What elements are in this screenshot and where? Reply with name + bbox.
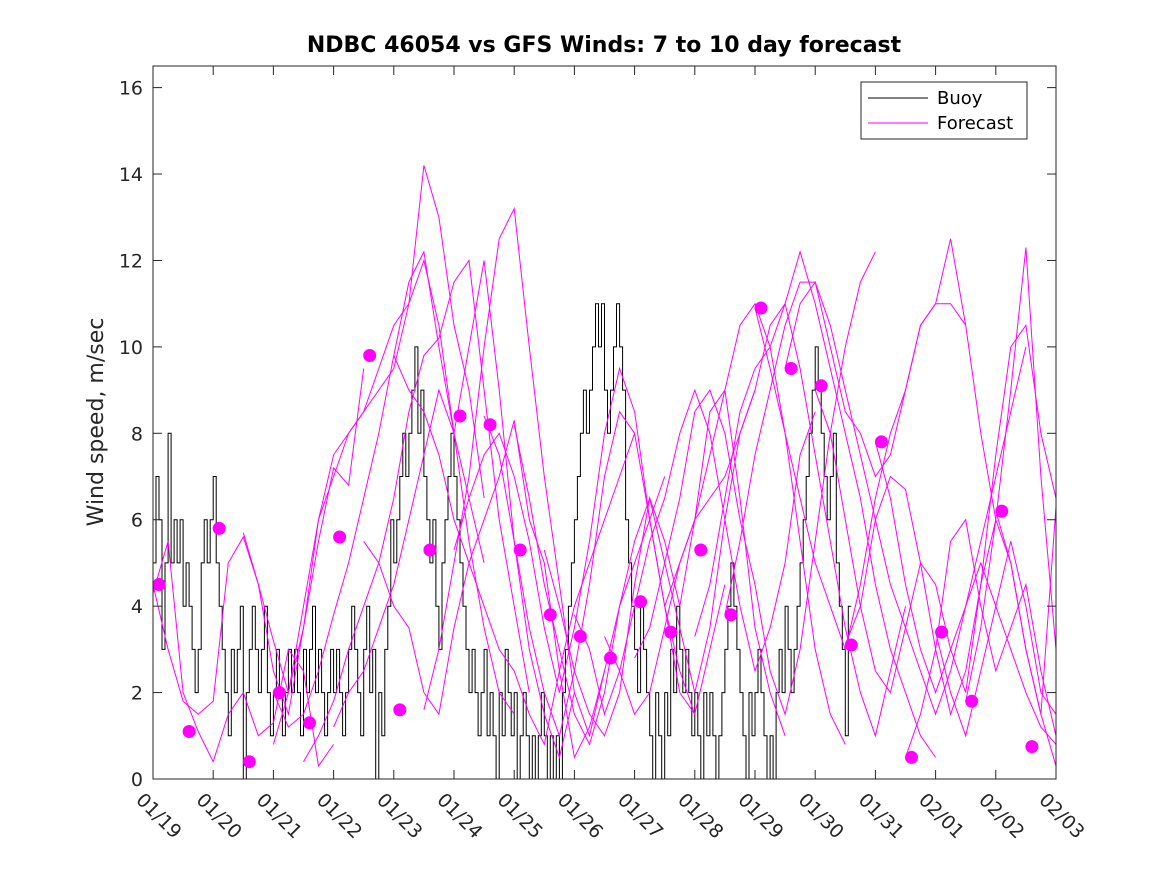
forecast-marker-15 — [573, 629, 587, 643]
forecast-marker-8 — [363, 349, 377, 362]
forecast-line-19 — [694, 250, 937, 758]
y-tick-label: 12 — [119, 250, 143, 272]
y-tick-label: 4 — [131, 596, 143, 618]
forecast-marker-21 — [754, 301, 768, 315]
legend-box — [860, 81, 1028, 140]
forecast-marker-11 — [453, 409, 467, 423]
chart-title: NDBC 46054 vs GFS Winds: 7 to 10 day for… — [307, 33, 902, 58]
forecast-marker-1 — [152, 578, 166, 591]
forecast-marker-17 — [634, 595, 648, 609]
legend-label-buoy: Buoy — [937, 88, 983, 109]
forecast-marker-25 — [874, 435, 888, 449]
forecast-marker-24 — [844, 638, 858, 652]
forecast-marker-12 — [483, 418, 497, 432]
forecast-marker-27 — [935, 625, 949, 639]
forecast-marker-18 — [664, 625, 678, 639]
y-axis: 0 2 4 6 8 10 12 14 16 — [119, 78, 1056, 791]
forecast-marker-6 — [303, 716, 316, 730]
forecast-marker-23 — [814, 379, 828, 393]
forecast-markers — [152, 301, 1039, 769]
forecast-line-7 — [333, 260, 575, 760]
forecast-marker-2 — [182, 725, 196, 738]
forecast-marker-3 — [212, 521, 226, 535]
y-tick-label: 8 — [131, 423, 143, 445]
forecast-marker-4 — [242, 755, 256, 769]
forecast-line-8 — [363, 420, 605, 759]
forecast-line-13 — [513, 389, 756, 746]
forecast-marker-9 — [393, 703, 407, 717]
forecast-marker-30 — [1025, 740, 1039, 754]
forecast-line-5 — [272, 165, 485, 745]
forecast-line-15 — [573, 388, 816, 716]
forecast-line-17 — [634, 251, 876, 717]
forecast-line-25 — [874, 441, 1057, 745]
legend-label-forecast: Forecast — [937, 113, 1013, 134]
forecast-line-26 — [905, 518, 1057, 758]
forecast-marker-5 — [272, 686, 286, 700]
y-tick-label: 0 — [131, 769, 143, 791]
y-tick-label: 2 — [131, 683, 143, 705]
axes-box — [152, 65, 1057, 780]
buoy-series — [153, 303, 852, 780]
forecast-line-21 — [754, 238, 997, 652]
forecast-line-10 — [423, 206, 666, 738]
buoy-line — [153, 303, 852, 780]
forecast-marker-28 — [965, 694, 979, 708]
forecast-line-12 — [483, 410, 726, 738]
forecast-marker-29 — [995, 504, 1009, 518]
forecast-series-group — [152, 165, 1057, 768]
forecast-marker-26 — [905, 750, 918, 764]
legend: Buoy Forecast — [860, 81, 1028, 140]
forecast-marker-20 — [724, 608, 738, 622]
forecast-marker-16 — [604, 651, 617, 665]
plot-area — [152, 66, 1057, 780]
forecast-marker-13 — [513, 543, 527, 557]
forecast-line-6 — [303, 259, 530, 762]
y-tick-label: 6 — [131, 510, 143, 532]
y-tick-label: 10 — [119, 337, 143, 359]
forecast-line-16 — [604, 302, 846, 745]
y-tick-label: 16 — [119, 78, 143, 100]
forecast-line-29 — [995, 506, 1057, 715]
forecast-line-28 — [965, 247, 1057, 702]
forecast-line-27 — [935, 541, 1057, 738]
forecast-line-1 — [152, 541, 335, 768]
y-axis-title: Wind speed, m/sec — [84, 318, 109, 527]
y-tick-label: 14 — [119, 164, 143, 186]
forecast-marker-14 — [543, 608, 557, 622]
forecast-marker-22 — [784, 362, 798, 375]
forecast-marker-7 — [333, 530, 347, 544]
forecast-marker-10 — [423, 543, 437, 557]
forecast-marker-19 — [694, 543, 708, 557]
